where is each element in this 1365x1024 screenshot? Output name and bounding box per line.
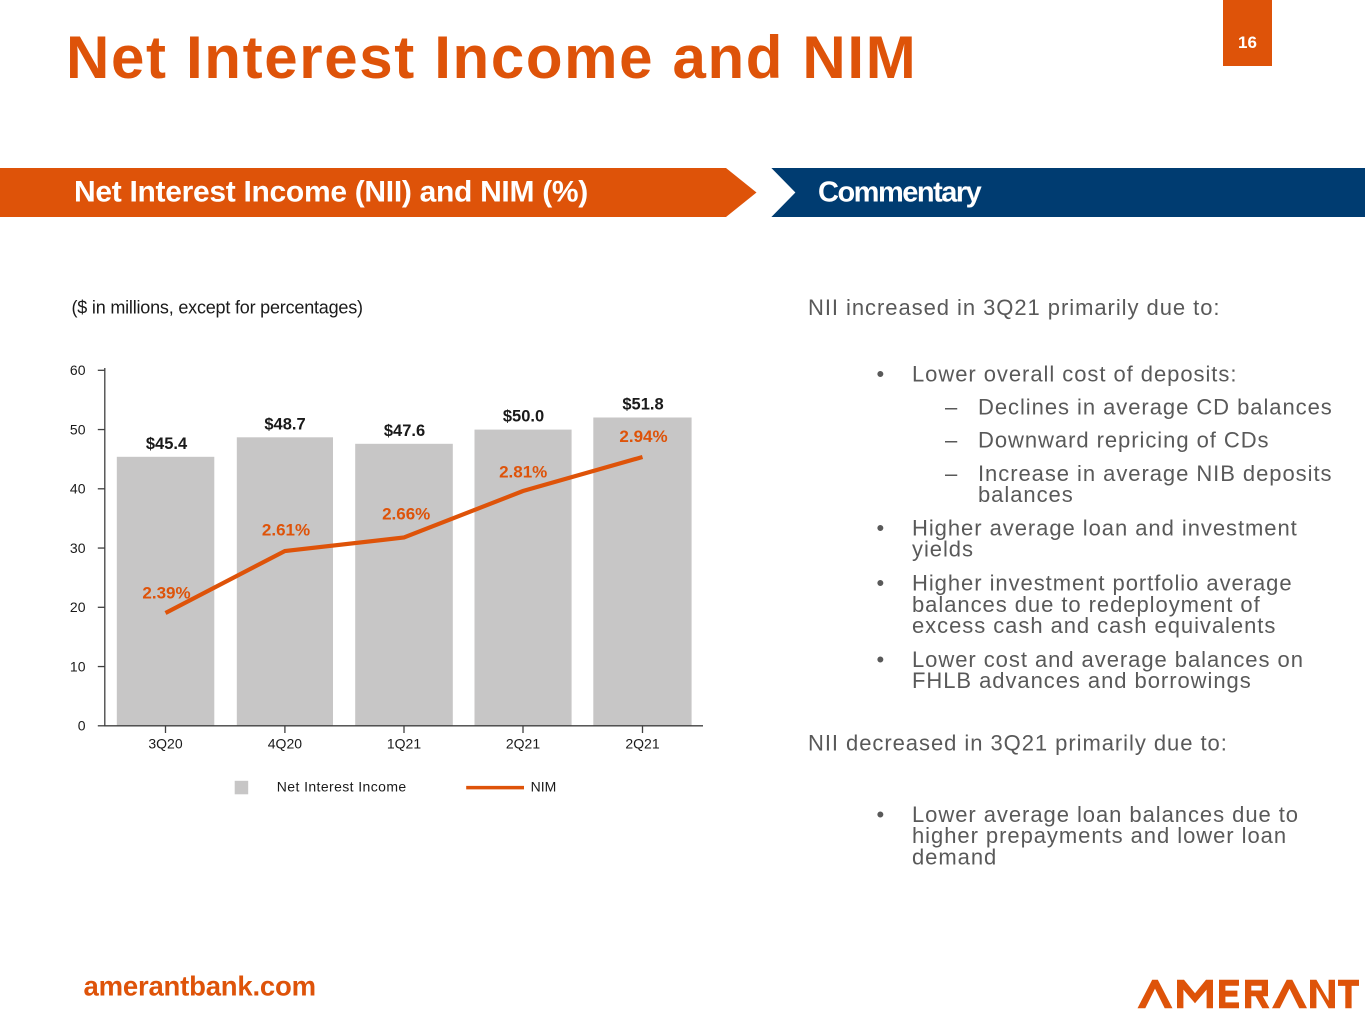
svg-text:60: 60	[70, 362, 86, 378]
svg-text:2.81%: 2.81%	[499, 463, 547, 482]
svg-text:–: –	[945, 461, 958, 486]
svg-text:2.39%: 2.39%	[142, 584, 190, 603]
svg-text:•: •	[877, 647, 886, 672]
svg-text:•: •	[877, 516, 886, 541]
svg-text:$50.0: $50.0	[503, 408, 544, 426]
svg-text:0: 0	[78, 718, 86, 734]
svg-text:demand: demand	[912, 844, 997, 869]
svg-text:NII increased in 3Q21 primaril: NII increased in 3Q21 primarily due to:	[808, 295, 1220, 320]
svg-text:balances due to redeployment o: balances due to redeployment of	[912, 592, 1261, 617]
svg-text:2.94%: 2.94%	[619, 427, 667, 446]
svg-text:$47.6: $47.6	[384, 422, 425, 440]
svg-text:•: •	[877, 571, 886, 596]
svg-text:Lower average loan balances du: Lower average loan balances due to	[912, 802, 1299, 827]
svg-text:Increase in average NIB deposi: Increase in average NIB deposits	[978, 461, 1332, 486]
svg-text:20: 20	[70, 599, 86, 615]
svg-text:$48.7: $48.7	[264, 415, 305, 433]
svg-text:balances: balances	[978, 482, 1074, 507]
svg-text:FHLB advances and borrowings: FHLB advances and borrowings	[912, 668, 1252, 693]
svg-text:Net Interest Income and NIM: Net Interest Income and NIM	[66, 24, 917, 91]
svg-text:Commentary: Commentary	[818, 176, 982, 208]
svg-text:Net Interest Income (NII) and: Net Interest Income (NII) and NIM (%)	[74, 175, 588, 208]
svg-text:50: 50	[70, 421, 86, 437]
svg-text:Downward repricing of CDs: Downward repricing of CDs	[978, 428, 1270, 453]
svg-text:40: 40	[70, 481, 86, 497]
svg-text:excess cash and cash equivalen: excess cash and cash equivalents	[912, 613, 1276, 638]
svg-text:2Q21: 2Q21	[625, 736, 659, 752]
svg-text:higher prepayments and lower l: higher prepayments and lower loan	[912, 823, 1287, 848]
svg-text:2.61%: 2.61%	[262, 520, 310, 539]
svg-text:–: –	[945, 428, 958, 453]
svg-text:Net Interest Income: Net Interest Income	[277, 779, 407, 795]
svg-text:•: •	[877, 802, 886, 827]
svg-text:16: 16	[1238, 33, 1257, 52]
svg-text:NII decreased in 3Q21 primaril: NII decreased in 3Q21 primarily due to:	[808, 731, 1228, 756]
svg-text:3Q20: 3Q20	[148, 736, 182, 752]
svg-text:1Q21: 1Q21	[387, 736, 421, 752]
svg-text:•: •	[877, 362, 886, 387]
svg-text:amerantbank.com: amerantbank.com	[84, 971, 316, 1002]
svg-text:Lower overall cost of deposits: Lower overall cost of deposits:	[912, 362, 1237, 387]
svg-text:10: 10	[70, 658, 86, 674]
svg-text:2.66%: 2.66%	[382, 505, 430, 524]
svg-text:yields: yields	[912, 537, 974, 562]
svg-text:Higher average loan and invest: Higher average loan and investment	[912, 516, 1298, 541]
svg-text:NIM: NIM	[531, 779, 557, 795]
svg-text:4Q20: 4Q20	[268, 736, 302, 752]
svg-text:Declines in average CD balance: Declines in average CD balances	[978, 394, 1333, 419]
svg-text:($ in millions, except for per: ($ in millions, except for percentages)	[72, 298, 363, 318]
svg-text:30: 30	[70, 540, 86, 556]
svg-text:$45.4: $45.4	[146, 435, 188, 453]
svg-text:–: –	[945, 394, 958, 419]
svg-text:Higher investment portfolio av: Higher investment portfolio average	[912, 571, 1293, 596]
svg-text:Lower cost and average balance: Lower cost and average balances on	[912, 647, 1304, 672]
svg-text:$51.8: $51.8	[622, 396, 663, 414]
svg-text:2Q21: 2Q21	[506, 736, 540, 752]
